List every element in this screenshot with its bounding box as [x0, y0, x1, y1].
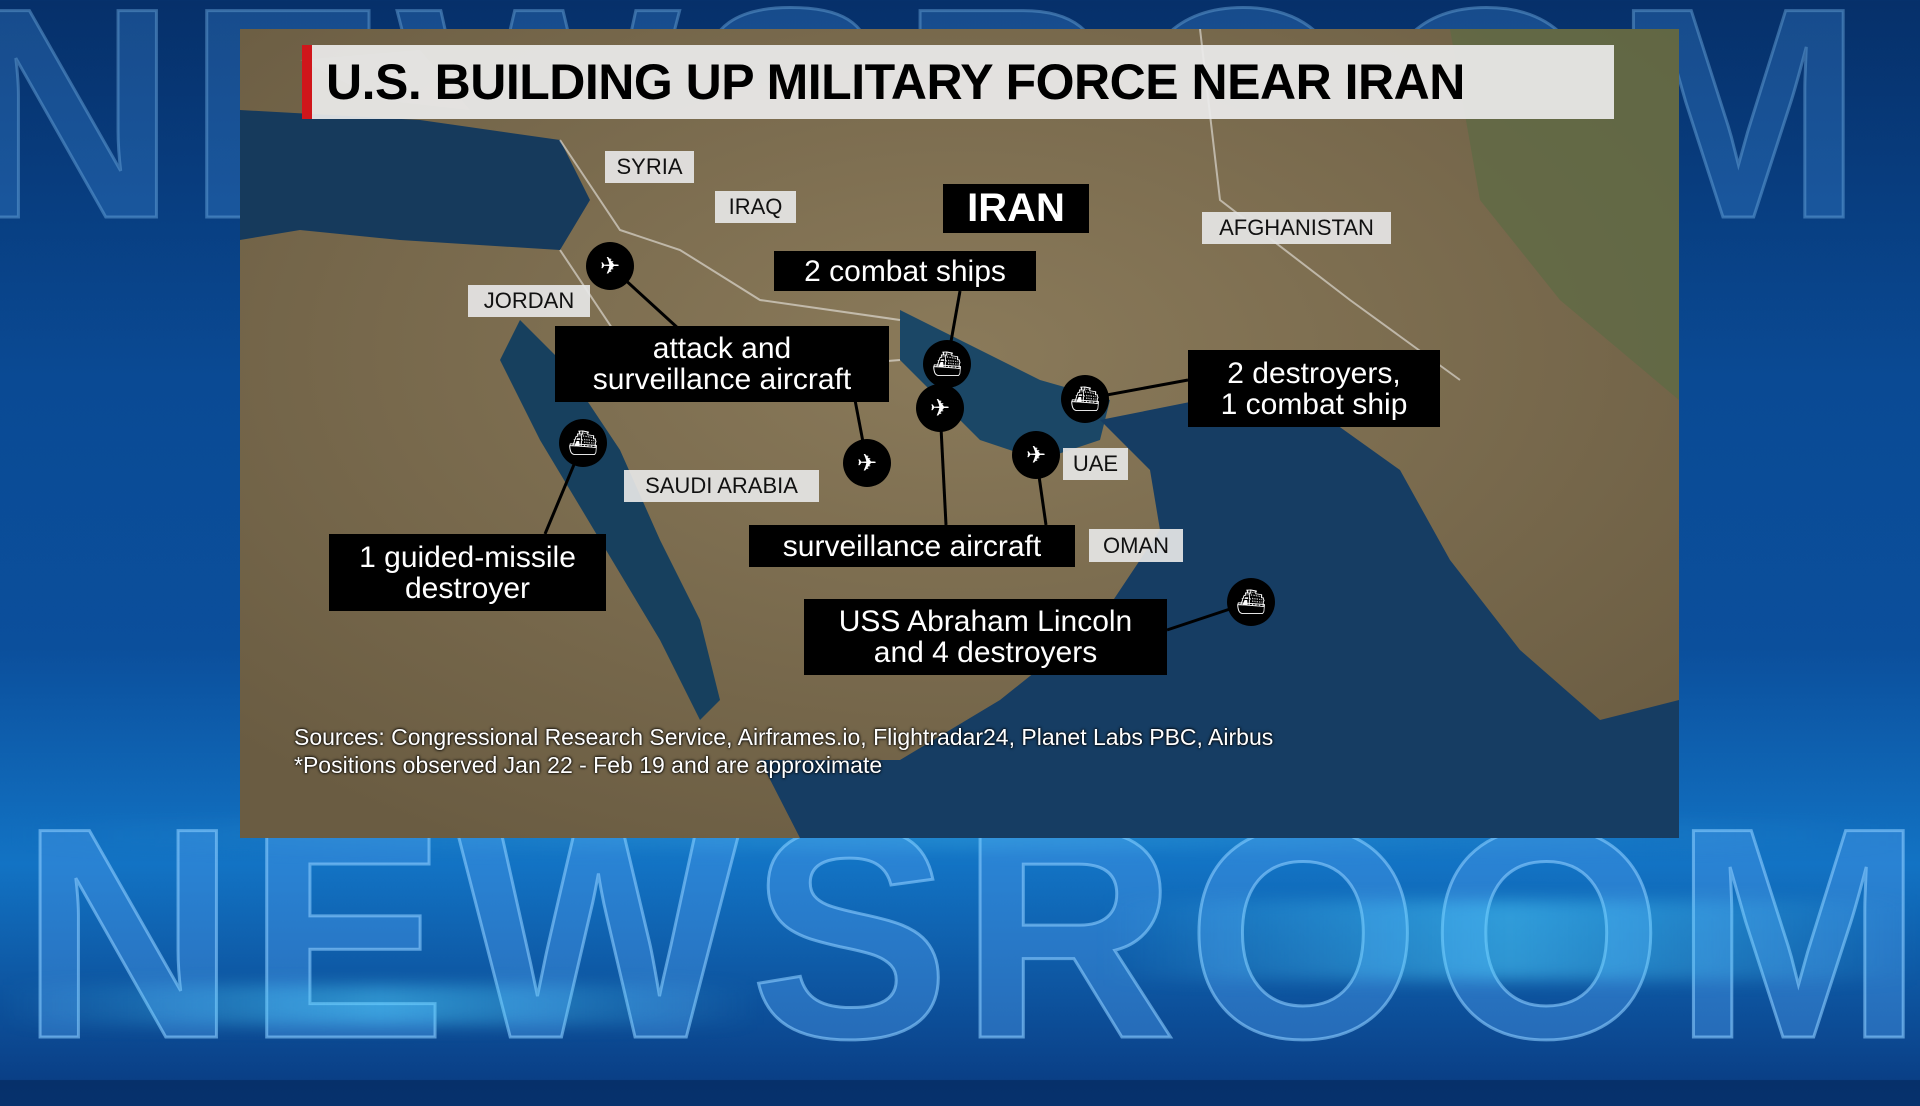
callout-surveillance: surveillance aircraft: [749, 525, 1075, 567]
callout-lincoln: USS Abraham Lincoln and 4 destroyers: [804, 599, 1167, 675]
label-syria: SYRIA: [605, 151, 694, 183]
aircraft-icon: ✈: [916, 384, 964, 432]
callout-attack-aircraft: attack and surveillance aircraft: [555, 326, 889, 402]
label-iran: IRAN: [943, 184, 1089, 233]
light-streak: [0, 985, 760, 1025]
ship-icon: ⛴: [559, 419, 607, 467]
ship-icon: ⛴: [1227, 578, 1275, 626]
map-graphic: U.S. BUILDING UP MILITARY FORCE NEAR IRA…: [240, 29, 1679, 838]
map-terrain: [240, 29, 1679, 838]
label-iraq: IRAQ: [715, 191, 796, 223]
callout-guided-missile: 1 guided-missile destroyer: [329, 534, 606, 611]
ship-icon: ⛴: [1061, 375, 1109, 423]
sources-text: Sources: Congressional Research Service,…: [294, 724, 1274, 750]
light-streak: [1100, 900, 1920, 980]
label-uae: UAE: [1063, 448, 1128, 480]
callout-destroyers-gulf: 2 destroyers, 1 combat ship: [1188, 350, 1440, 427]
aircraft-icon: ✈: [1012, 431, 1060, 479]
aircraft-icon: ✈: [586, 242, 634, 290]
ship-icon: ⛴: [923, 340, 971, 388]
label-oman: OMAN: [1089, 529, 1183, 562]
callout-combat-ships: 2 combat ships: [774, 251, 1036, 291]
positions-note: *Positions observed Jan 22 - Feb 19 and …: [294, 752, 883, 778]
label-saudi-arabia: SAUDI ARABIA: [624, 470, 819, 502]
aircraft-icon: ✈: [843, 439, 891, 487]
label-jordan: JORDAN: [468, 285, 590, 317]
label-afghanistan: AFGHANISTAN: [1202, 212, 1391, 244]
headline: U.S. BUILDING UP MILITARY FORCE NEAR IRA…: [302, 45, 1614, 119]
